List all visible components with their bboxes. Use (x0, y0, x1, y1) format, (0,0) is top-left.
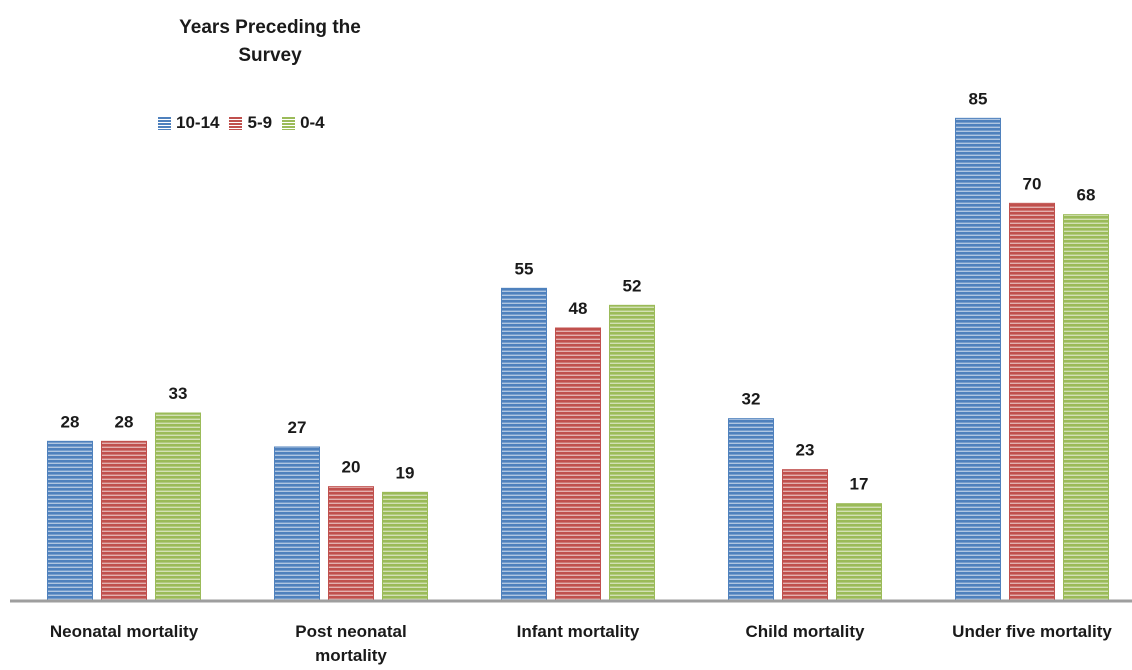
data-label-0-4-1: 19 (396, 463, 415, 482)
data-label-10-14-2: 55 (515, 259, 534, 278)
data-label-5-9-1: 20 (342, 458, 361, 477)
legend-swatch-0-4 (282, 116, 296, 130)
legend-label-5-9: 5-9 (247, 113, 273, 132)
legend-item-5-9: 5-9 (229, 113, 272, 133)
data-label-5-9-0: 28 (115, 412, 134, 431)
x-tick-label-1: Post neonatal mortality (295, 622, 406, 665)
data-label-10-14-3: 32 (742, 390, 761, 409)
bar-0-4-0 (155, 412, 201, 601)
bar-5-9-3 (782, 469, 828, 601)
bar-5-9-0 (101, 440, 147, 601)
data-label-0-4-3: 17 (850, 475, 869, 494)
legend-label-0-4: 0-4 (300, 113, 325, 132)
data-label-0-4-2: 52 (623, 276, 642, 295)
x-tick-label-0: Neonatal mortality (50, 622, 199, 641)
legend-title: Years Preceding the Survey (179, 17, 361, 66)
bar-0-4-2 (609, 304, 655, 601)
data-label-10-14-0: 28 (61, 412, 80, 431)
bar-0-4-3 (836, 503, 882, 601)
bar-0-4-4 (1063, 214, 1109, 601)
bar-10-14-1 (274, 446, 320, 601)
data-label-0-4-0: 33 (169, 384, 188, 403)
legend: 10-14 5-9 0-4 (158, 113, 325, 133)
legend-item-10-14: 10-14 (158, 113, 219, 133)
legend-label-10-14: 10-14 (176, 113, 220, 132)
x-tick-label-3: Child mortality (745, 622, 865, 641)
data-label-10-14-1: 27 (288, 418, 307, 437)
legend-item-0-4: 0-4 (282, 113, 325, 133)
bar-10-14-2 (501, 287, 547, 601)
data-label-10-14-4: 85 (969, 89, 988, 108)
data-label-5-9-4: 70 (1023, 174, 1042, 193)
bar-5-9-1 (328, 486, 374, 601)
x-tick-label-2: Infant mortality (517, 622, 640, 641)
data-label-0-4-4: 68 (1077, 186, 1096, 205)
bar-5-9-2 (555, 327, 601, 601)
legend-swatch-5-9 (229, 116, 243, 130)
x-tick-label-4: Under five mortality (952, 622, 1112, 641)
data-label-5-9-2: 48 (569, 299, 588, 318)
bar-0-4-1 (382, 491, 428, 601)
bar-5-9-4 (1009, 202, 1055, 601)
bar-10-14-3 (728, 418, 774, 601)
legend-swatch-10-14 (158, 116, 171, 130)
bar-10-14-4 (955, 117, 1001, 601)
bar-10-14-0 (47, 440, 93, 601)
data-label-5-9-3: 23 (796, 441, 815, 460)
